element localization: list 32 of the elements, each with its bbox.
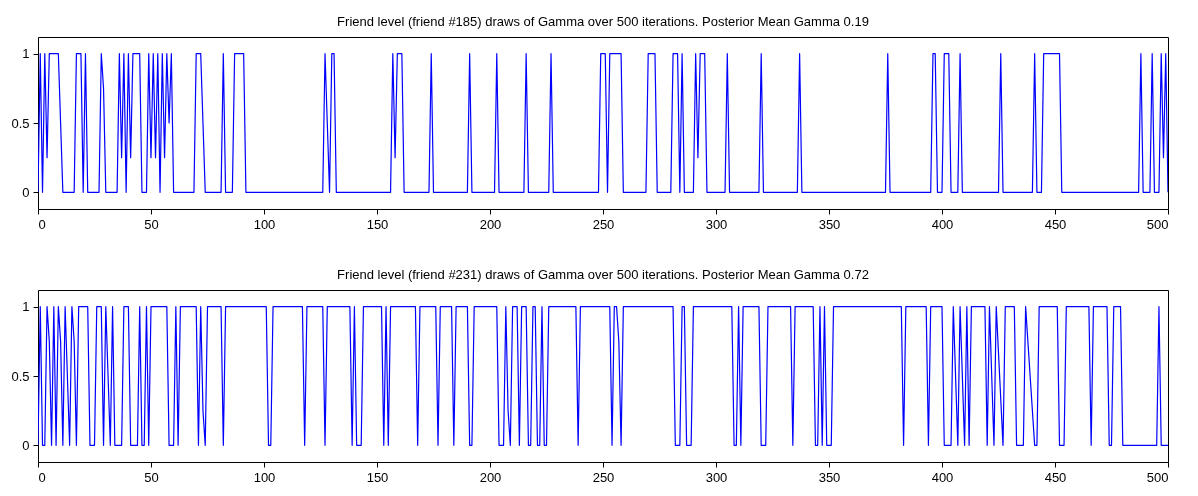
chart-title: Friend level (friend #231) draws of Gamma over 500 iterations. Posterior Mean Gamma 0.72: [337, 267, 869, 282]
x-tick-label: 500: [1146, 469, 1169, 485]
x-tick-label: 350: [818, 216, 841, 232]
x-tick-label: 450: [1044, 469, 1067, 485]
y-tick-label: 0: [22, 437, 30, 453]
x-tick-label: 300: [705, 469, 728, 485]
y-tick-label: 0.5: [11, 368, 30, 384]
x-tick-label: 400: [931, 469, 954, 485]
x-tick-label: 50: [144, 469, 159, 485]
line-series: [38, 53, 1168, 193]
line-series: [38, 306, 1168, 446]
x-tick-label: 150: [366, 469, 389, 485]
x-tick-label: 50: [144, 216, 159, 232]
x-tick-label: 300: [705, 216, 728, 232]
y-tick-label: 1: [22, 299, 30, 315]
x-tick-label: 0: [38, 469, 46, 485]
x-tick-label: 250: [592, 216, 615, 232]
x-tick-label: 0: [38, 216, 46, 232]
x-tick-label: 500: [1146, 216, 1169, 232]
x-tick-label: 250: [592, 469, 615, 485]
x-tick-label: 400: [931, 216, 954, 232]
chart-title: Friend level (friend #185) draws of Gamma over 500 iterations. Posterior Mean Gamma 0.19: [337, 14, 869, 29]
y-tick-label: 0: [22, 184, 30, 200]
x-tick-label: 350: [818, 469, 841, 485]
x-tick-label: 100: [253, 469, 276, 485]
y-tick-label: 1: [22, 46, 30, 62]
x-tick-label: 100: [253, 216, 276, 232]
x-tick-label: 200: [479, 216, 502, 232]
x-tick-label: 150: [366, 216, 389, 232]
y-tick-label: 0.5: [11, 115, 30, 131]
x-tick-label: 450: [1044, 216, 1067, 232]
x-tick-label: 200: [479, 469, 502, 485]
